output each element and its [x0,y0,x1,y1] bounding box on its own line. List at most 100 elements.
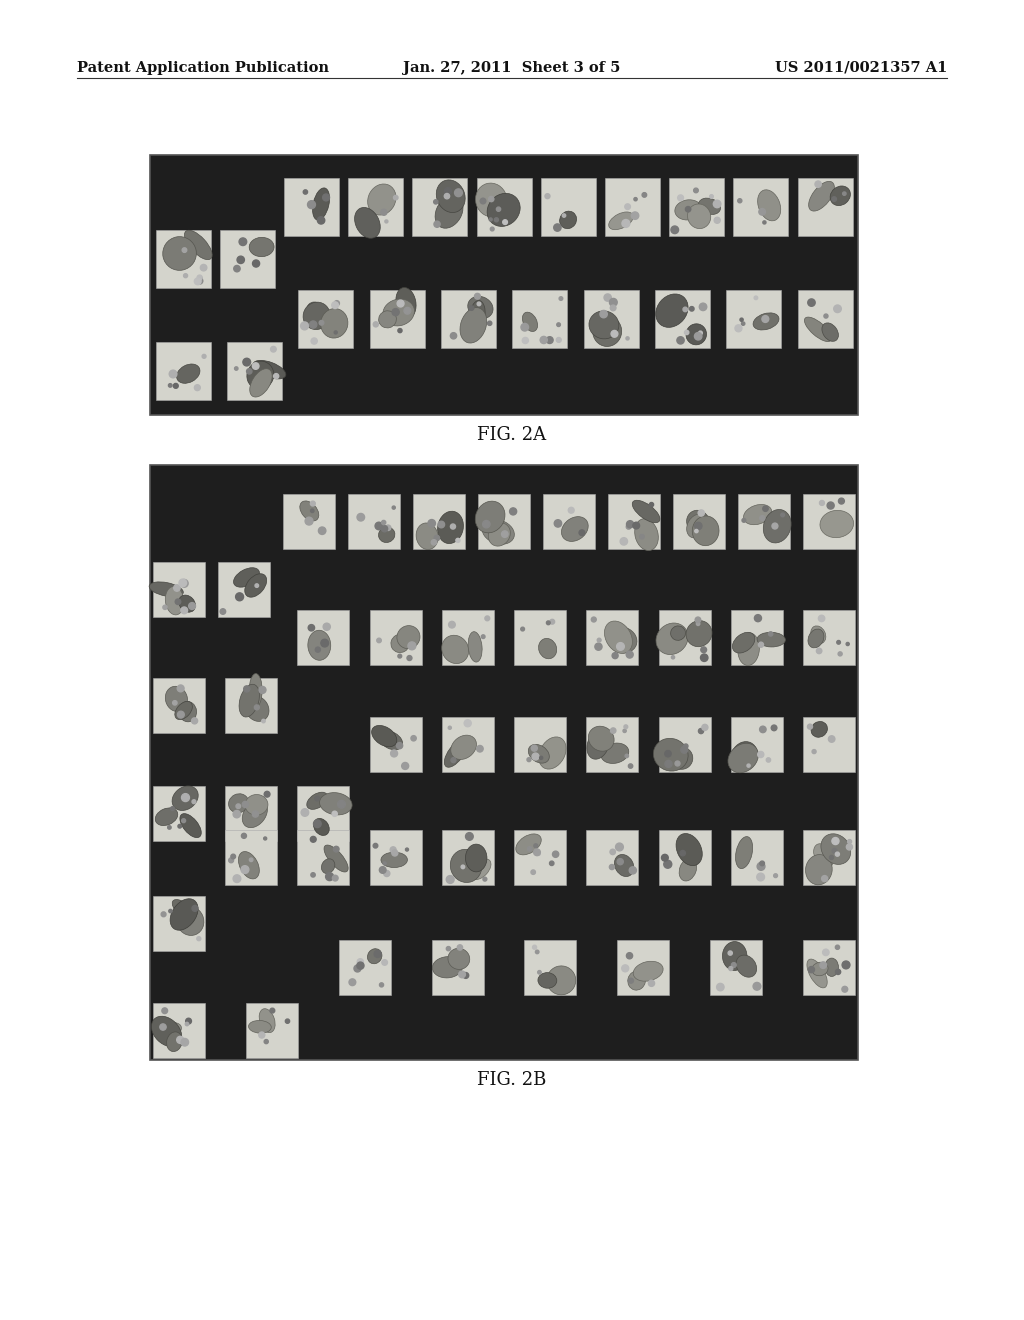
Circle shape [755,615,762,622]
Ellipse shape [735,837,753,869]
Circle shape [228,858,233,863]
Ellipse shape [822,323,839,342]
Circle shape [323,194,330,201]
Circle shape [568,507,574,513]
Circle shape [629,867,637,874]
Ellipse shape [475,183,507,216]
Circle shape [242,833,247,838]
Circle shape [677,337,684,345]
Bar [658,830,711,886]
Circle shape [685,206,691,213]
Circle shape [444,194,450,199]
Bar [227,342,282,400]
Circle shape [634,198,637,201]
Circle shape [392,506,395,510]
Bar [284,178,339,236]
Bar [153,1003,205,1057]
Circle shape [763,506,768,511]
Ellipse shape [150,582,183,597]
Ellipse shape [179,701,197,722]
Circle shape [455,189,462,197]
Ellipse shape [397,626,420,648]
Bar [153,562,205,618]
Circle shape [250,858,253,862]
Circle shape [311,338,317,345]
Circle shape [303,190,307,194]
Ellipse shape [253,360,286,379]
Circle shape [393,195,398,199]
Circle shape [557,323,560,326]
Circle shape [609,865,614,870]
Circle shape [385,220,388,223]
Ellipse shape [593,317,622,346]
Bar [543,494,595,549]
Bar [298,290,353,347]
Circle shape [808,298,815,306]
Circle shape [837,640,841,644]
Circle shape [481,635,485,639]
Circle shape [527,846,532,851]
Text: Jan. 27, 2011  Sheet 3 of 5: Jan. 27, 2011 Sheet 3 of 5 [403,61,621,75]
Circle shape [313,820,322,828]
Circle shape [384,870,390,876]
Bar [370,610,422,665]
Circle shape [220,609,225,614]
Ellipse shape [249,1020,271,1034]
Circle shape [179,579,186,586]
Circle shape [254,705,259,710]
Circle shape [197,937,201,941]
Circle shape [324,623,331,631]
Circle shape [334,331,337,334]
Ellipse shape [809,181,835,211]
Bar [617,940,670,995]
Circle shape [480,198,485,203]
Circle shape [759,209,766,215]
Ellipse shape [460,308,486,343]
Circle shape [545,194,550,198]
Circle shape [694,523,702,529]
Ellipse shape [432,957,463,978]
Ellipse shape [679,858,696,880]
Ellipse shape [753,313,779,330]
Circle shape [173,383,178,388]
Bar [541,178,596,236]
Ellipse shape [307,792,328,809]
Circle shape [461,865,465,869]
Bar [478,494,530,549]
Circle shape [243,801,249,808]
Circle shape [556,338,561,342]
Ellipse shape [469,301,485,333]
Circle shape [497,207,501,211]
Bar [153,896,205,950]
Circle shape [380,983,384,987]
Circle shape [488,197,494,202]
Circle shape [357,958,364,965]
Circle shape [338,800,345,808]
Ellipse shape [589,726,614,751]
Circle shape [534,843,538,847]
Circle shape [714,201,721,207]
Ellipse shape [245,795,268,816]
Bar [413,494,465,549]
Bar [726,290,781,347]
Circle shape [163,606,167,610]
Bar [246,1003,298,1057]
Circle shape [181,607,187,614]
Circle shape [627,651,633,659]
Ellipse shape [172,785,199,810]
Bar [150,154,858,414]
Circle shape [373,322,378,327]
Ellipse shape [179,595,196,612]
Circle shape [521,323,528,331]
Ellipse shape [487,193,520,227]
Circle shape [181,818,185,822]
Circle shape [397,300,404,308]
Circle shape [233,875,241,883]
Circle shape [314,796,319,801]
Circle shape [201,264,207,271]
Circle shape [428,520,435,527]
Circle shape [700,647,707,652]
Bar [348,178,403,236]
Ellipse shape [245,696,269,721]
Circle shape [503,219,508,224]
